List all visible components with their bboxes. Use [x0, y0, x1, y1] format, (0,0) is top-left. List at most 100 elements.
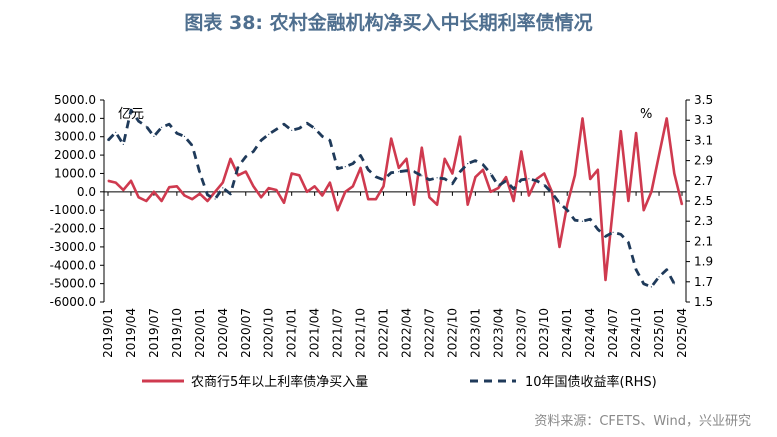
yield-point: [459, 171, 461, 173]
net-purchase-point: [107, 180, 109, 182]
yield-point: [321, 135, 323, 137]
yield-point: [574, 219, 576, 221]
yield-point: [505, 180, 507, 182]
right-tick-label: 3.3: [694, 113, 713, 127]
net-purchase-point: [283, 202, 285, 204]
yield-point: [589, 218, 591, 220]
yield-point: [635, 269, 637, 271]
net-purchase-point: [122, 189, 124, 191]
yield-point: [421, 175, 423, 177]
x-tick-label: 2019/10: [170, 308, 184, 358]
yield-point: [352, 163, 354, 165]
x-tick-label: 2020/10: [262, 308, 276, 358]
net-purchase-point: [520, 150, 522, 152]
net-purchase-point: [405, 158, 408, 160]
yield-point: [444, 178, 446, 180]
net-purchase-point: [650, 191, 653, 193]
right-tick-label: 1.9: [694, 255, 713, 269]
yield-point: [390, 172, 392, 174]
yield-point: [367, 169, 369, 171]
left-tick-label: -1000.0: [50, 203, 96, 217]
net-purchase-point: [360, 167, 362, 169]
net-purchase-point: [474, 176, 476, 178]
x-tick-label: 2021/01: [285, 308, 299, 358]
net-purchase-point: [314, 185, 316, 187]
yield-point: [314, 127, 316, 129]
x-tick-label: 2021/07: [331, 308, 345, 358]
x-tick-label: 2020/01: [193, 308, 207, 358]
left-tick-label: 3000.0: [54, 130, 96, 144]
yield-point: [597, 228, 599, 230]
yield-point: [528, 178, 530, 180]
yield-point: [183, 135, 186, 137]
net-purchase-point: [658, 154, 660, 156]
net-purchase-point: [390, 138, 392, 140]
yield-point: [237, 166, 239, 168]
net-purchase-point: [666, 117, 668, 119]
net-purchase-point: [344, 191, 346, 193]
yield-point: [666, 269, 668, 271]
net-purchase-point: [252, 185, 254, 187]
net-purchase-point: [459, 136, 461, 138]
net-purchase-point: [222, 182, 224, 184]
net-purchase-point: [161, 200, 163, 202]
right-tick-label: 3.5: [694, 93, 713, 107]
yield-point: [497, 185, 499, 187]
net-purchase-point: [467, 204, 469, 206]
yield-point: [360, 154, 362, 157]
yield-point: [337, 168, 339, 170]
x-tick-label: 2021/10: [354, 308, 368, 358]
legend: 农商行5年以上利率债净买入量 10年国债收益率(RHS): [142, 374, 657, 390]
chart-title: 图表 38: 农村金融机构净买入中长期利率债情况: [184, 12, 593, 34]
x-tick-label: 2024/04: [583, 308, 597, 358]
net-purchase-point: [597, 169, 599, 171]
net-purchase-point: [367, 198, 369, 200]
x-tick-label: 2022/07: [422, 308, 436, 358]
yield-point: [115, 131, 117, 133]
net-purchase-point: [589, 178, 591, 180]
x-tick-label: 2019/01: [101, 308, 115, 358]
x-tick-label: 2019/04: [124, 308, 138, 358]
net-purchase-point: [245, 171, 247, 173]
net-purchase-point: [298, 174, 300, 176]
yield-point: [536, 180, 538, 182]
net-purchase-point: [513, 200, 515, 202]
yield-point: [329, 139, 331, 141]
right-tick-label: 2.5: [694, 194, 713, 208]
net-purchase-point: [306, 191, 308, 193]
yield-point: [467, 163, 469, 165]
right-tick-label: 2.7: [694, 174, 713, 188]
axes: [100, 99, 690, 303]
yield-point: [191, 144, 193, 147]
x-tick-label: 2022/04: [399, 308, 413, 358]
x-tick-label: 2024/10: [629, 308, 643, 358]
net-purchase-point: [635, 132, 637, 134]
yield-point: [252, 150, 254, 153]
net-purchase-point: [153, 191, 155, 193]
yield-point: [490, 173, 492, 175]
yield-point: [474, 160, 476, 162]
yield-point: [245, 156, 247, 158]
x-tick-label: 2022/10: [445, 308, 459, 358]
x-tick-label: 2023/01: [468, 308, 482, 358]
net-purchase-point: [260, 196, 262, 198]
net-purchase-point: [183, 194, 186, 197]
net-purchase-point: [490, 191, 492, 193]
yield-point: [398, 171, 400, 173]
yield-point: [436, 177, 438, 179]
net-purchase-point: [398, 167, 400, 169]
left-tick-label: -3000.0: [50, 240, 96, 254]
x-tick-label: 2023/04: [491, 308, 505, 358]
x-tick-label: 2024/07: [606, 308, 620, 358]
right-tick-label: 1.7: [694, 275, 713, 289]
yield-point: [650, 286, 653, 288]
legend-label-net-purchase: 农商行5年以上利率债净买入量: [191, 374, 368, 390]
left-tick-label: 0.0: [77, 185, 96, 199]
yield-point: [382, 179, 385, 181]
net-purchase-point: [413, 204, 415, 206]
yield-point: [283, 123, 285, 125]
left-tick-label: -2000.0: [50, 222, 96, 236]
yield-point: [543, 184, 545, 186]
yield-point: [176, 132, 178, 134]
